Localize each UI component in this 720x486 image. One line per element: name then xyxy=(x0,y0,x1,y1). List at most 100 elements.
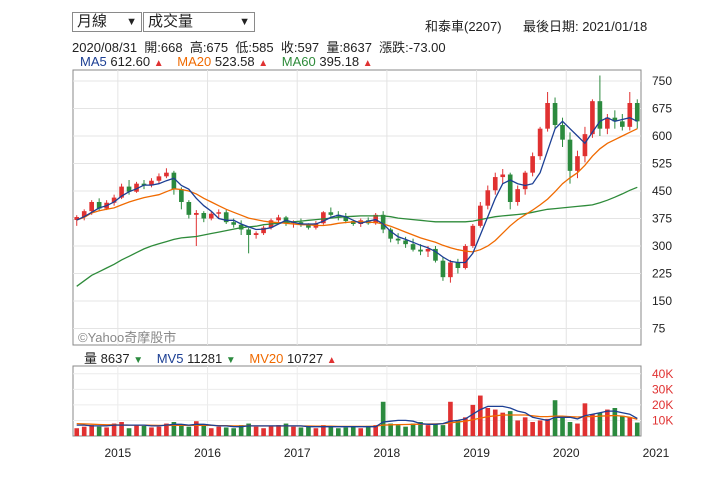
candle-body xyxy=(321,212,326,224)
period-select[interactable]: 月線 ▼ xyxy=(72,12,142,32)
volume-bar xyxy=(343,427,349,436)
volume-bar xyxy=(388,423,393,436)
volume-bar xyxy=(171,422,177,436)
volume-bar xyxy=(186,426,192,436)
candle-body xyxy=(164,172,169,177)
candle-body xyxy=(126,186,132,192)
chevron-down-icon: ▼ xyxy=(126,16,137,28)
volume-bar xyxy=(208,428,214,436)
mv5-line xyxy=(76,405,638,428)
candle-body xyxy=(231,222,237,225)
candle-body xyxy=(470,225,476,246)
volume-bar xyxy=(238,425,244,436)
ma20-label: MA20 xyxy=(177,54,212,69)
period-select-value: 月線 xyxy=(77,13,108,30)
volume-bar xyxy=(567,422,573,436)
volume-bar xyxy=(321,425,326,436)
year-tick-label: 2019 xyxy=(463,446,490,460)
volume-bar xyxy=(164,423,169,436)
candle-body xyxy=(216,212,222,214)
candle-body xyxy=(590,101,595,135)
mv20-value: 10727 xyxy=(287,351,324,366)
volume-bar xyxy=(276,425,281,436)
year-tick-label: 2021 xyxy=(643,446,670,460)
volume-bar xyxy=(560,417,565,436)
candle-body xyxy=(149,180,154,186)
candle-body xyxy=(179,189,184,202)
mv20-legend: MV20 10727 ▲ xyxy=(249,351,336,366)
volume-bar xyxy=(261,428,266,436)
volume-bar xyxy=(448,401,453,436)
candle-body xyxy=(350,221,356,224)
volume-bar xyxy=(500,412,506,436)
volume-tick-label: 30K xyxy=(652,382,673,396)
candle-body xyxy=(246,229,251,235)
ma60-label: MA60 xyxy=(281,54,316,69)
volume-bar xyxy=(253,426,259,436)
candle-body xyxy=(545,103,550,129)
volume-bar xyxy=(530,422,535,436)
volume-bar xyxy=(149,427,154,436)
volume-bar xyxy=(433,423,438,436)
candle-body xyxy=(201,213,207,219)
volume-tick-label: 20K xyxy=(652,398,673,412)
price-tick-label: 750 xyxy=(652,74,672,88)
candle-body xyxy=(410,244,416,250)
indicator-select[interactable]: 成交量 ▼ xyxy=(143,12,255,32)
candle-body xyxy=(306,224,311,228)
mv20-label: MV20 xyxy=(249,351,284,366)
volume-bar xyxy=(440,425,446,436)
year-tick-label: 2017 xyxy=(284,446,311,460)
price-tick-label: 75 xyxy=(652,322,666,336)
volume-bar xyxy=(89,425,95,436)
volume-bar xyxy=(575,423,580,436)
candle-body xyxy=(537,128,543,157)
vol-legend-item: 量 8637 ▼ xyxy=(84,351,147,366)
volume-bar xyxy=(627,417,633,436)
volume-bar xyxy=(410,423,416,436)
volume-bar xyxy=(268,425,274,436)
candle-body xyxy=(455,262,461,268)
candle-body xyxy=(425,248,431,252)
candle-body xyxy=(433,248,438,261)
volume-bar xyxy=(283,423,289,436)
candle-body xyxy=(380,214,386,230)
volume-bar xyxy=(193,421,199,436)
candle-body xyxy=(440,260,446,278)
down-triangle-icon: ▼ xyxy=(225,355,236,366)
volume-bar xyxy=(306,426,311,436)
up-triangle-icon: ▲ xyxy=(153,58,164,69)
volume-bar xyxy=(373,425,379,436)
candle-body xyxy=(627,103,633,127)
candle-body xyxy=(477,205,483,226)
volume-bar xyxy=(634,422,640,436)
volume-bar xyxy=(328,426,334,436)
candle-body xyxy=(485,190,491,206)
volume-bar xyxy=(403,426,408,436)
up-triangle-icon: ▲ xyxy=(362,58,373,69)
volume-bar xyxy=(335,428,341,436)
volume-bar xyxy=(96,426,102,436)
candle-body xyxy=(418,249,423,252)
candle-body xyxy=(395,238,401,241)
volume-bar xyxy=(545,418,550,436)
price-tick-label: 525 xyxy=(652,157,672,171)
candle-body xyxy=(619,121,625,127)
candle-body xyxy=(96,202,102,209)
candle-body xyxy=(403,240,408,245)
candle-body xyxy=(492,177,498,191)
volume-bar xyxy=(455,420,461,436)
volume-bar xyxy=(463,417,468,436)
indicator-select-value: 成交量 xyxy=(148,13,194,30)
candle-body xyxy=(552,103,558,125)
candle-body xyxy=(208,213,214,219)
volume-tick-label: 10K xyxy=(652,413,673,427)
candle-body xyxy=(81,211,87,218)
watermark: ©Yahoo奇摩股市 xyxy=(78,330,176,345)
candle-body xyxy=(171,172,177,190)
candle-body xyxy=(500,174,506,178)
candle-body xyxy=(328,212,334,215)
candle-body xyxy=(507,174,513,202)
volume-bar xyxy=(231,428,237,436)
